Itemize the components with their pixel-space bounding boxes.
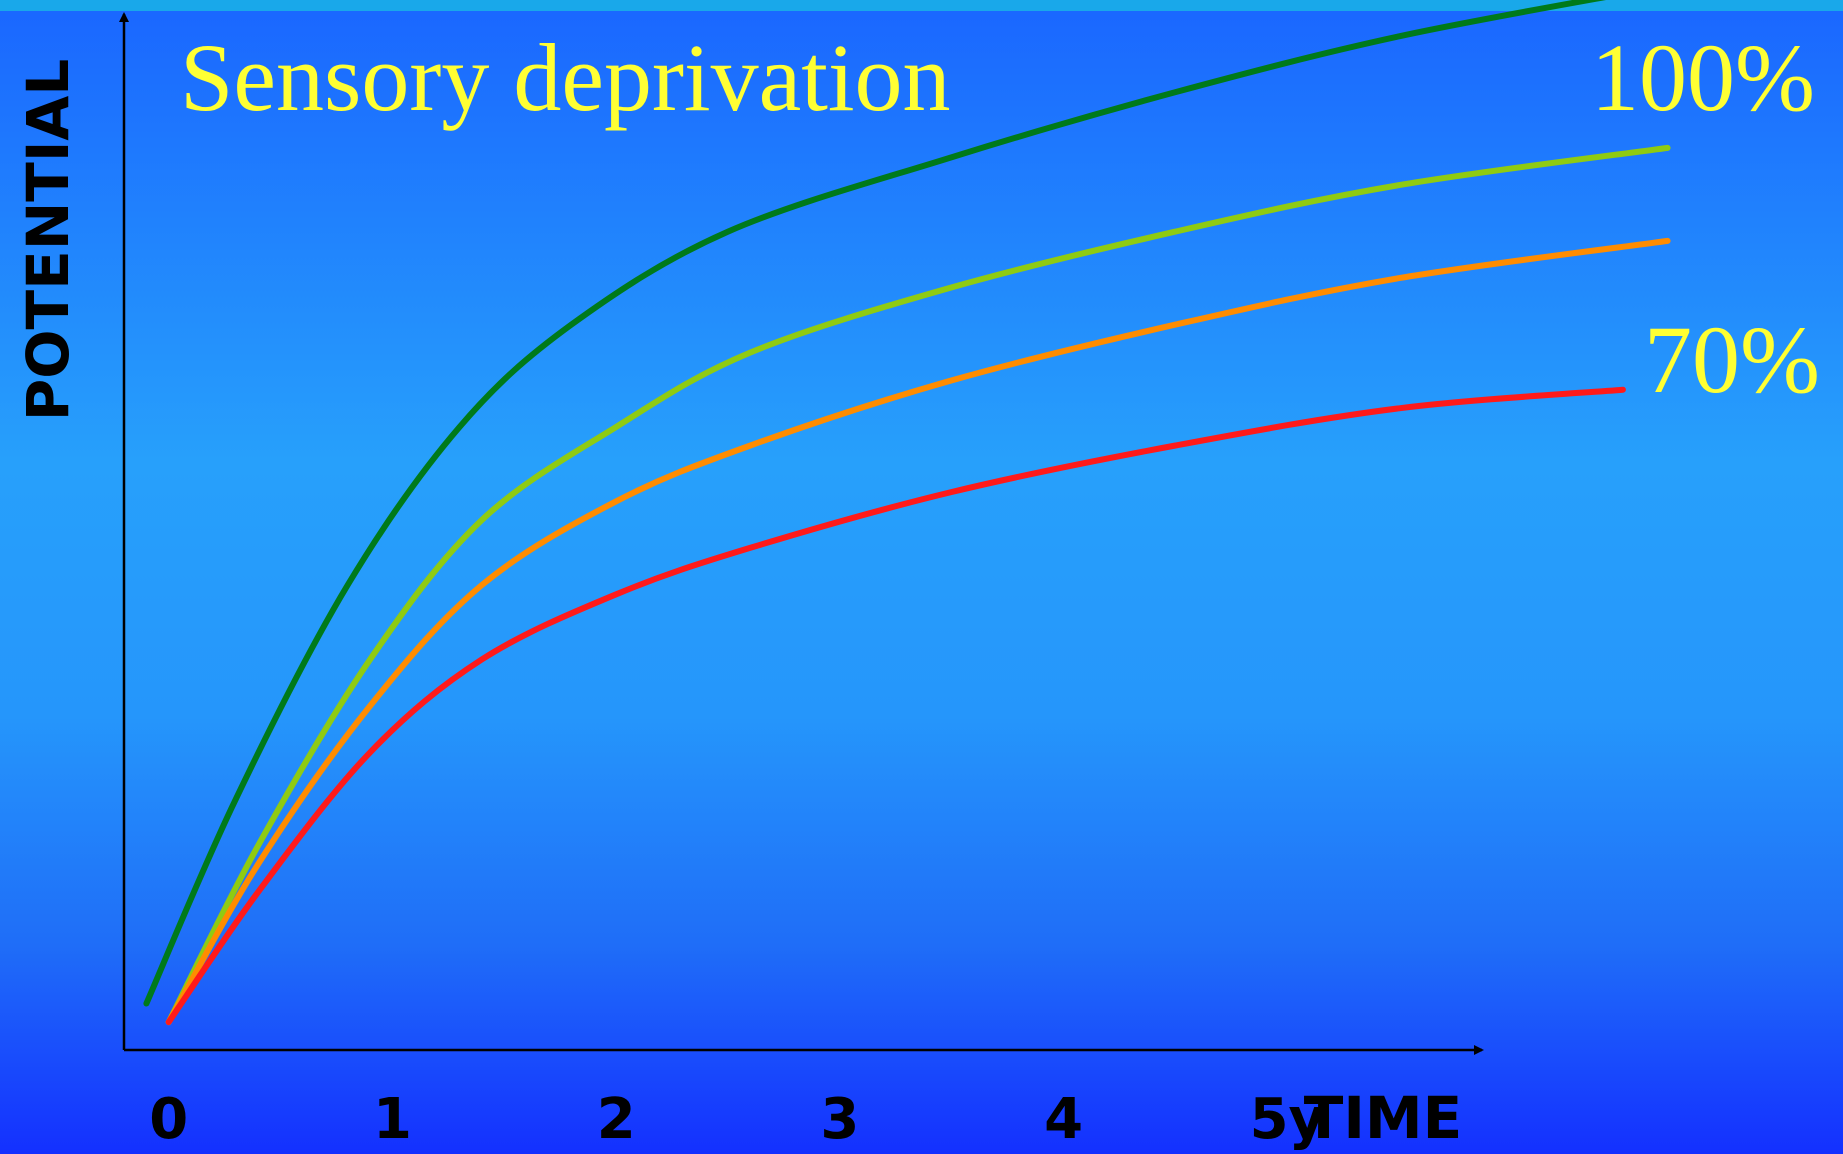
annotation-70-percent: 70%: [1644, 306, 1820, 413]
x-tick-label: 1: [373, 1087, 412, 1152]
x-tick-label: 4: [1044, 1087, 1083, 1152]
series-group: [143, 0, 1671, 1026]
x-tick-label: 5y: [1250, 1087, 1325, 1152]
series-line-1: [143, 0, 1607, 1007]
series-line-3: [165, 237, 1671, 1026]
x-tick-label: 0: [149, 1087, 188, 1152]
y-axis-label: POTENTIAL: [14, 59, 82, 422]
x-tick-labels: 0 1 2 3 4 5y: [149, 1087, 1325, 1152]
chart-title: Sensory deprivation: [180, 24, 951, 131]
x-axis-label: TIME: [1304, 1084, 1462, 1152]
series-line-2: [165, 144, 1671, 1026]
series-line-4: [165, 386, 1626, 1026]
top-band: [0, 0, 1843, 11]
x-tick-label: 3: [820, 1087, 859, 1152]
annotation-100-percent: 100%: [1591, 24, 1815, 131]
x-tick-label: 2: [597, 1087, 636, 1152]
